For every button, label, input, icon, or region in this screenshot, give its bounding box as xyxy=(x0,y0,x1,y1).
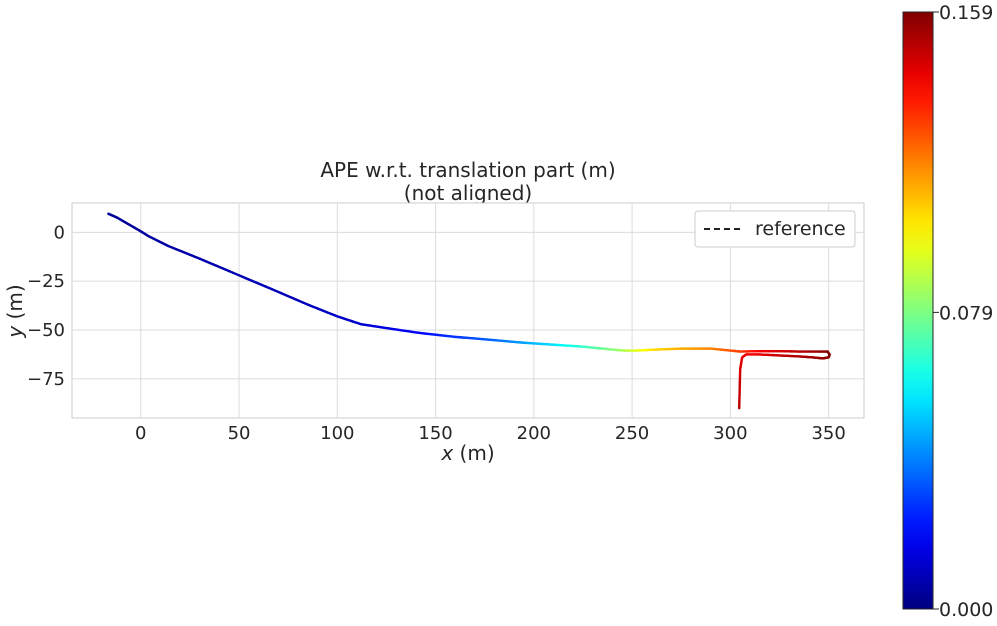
trajectory-series xyxy=(107,212,831,410)
x-tick-label: 350 xyxy=(811,423,845,444)
y-axis-label-unit: (m) xyxy=(3,284,27,325)
colorbar: 0.000 0.079 0.159 xyxy=(902,2,993,621)
x-tick-label: 250 xyxy=(615,423,649,444)
chart-title: APE w.r.t. translation part (m) (not ali… xyxy=(320,158,615,205)
legend-box xyxy=(694,210,856,248)
x-axis-label: x (m) xyxy=(440,441,494,465)
y-axis-ticks: 0 −25 −50 −75 xyxy=(27,222,65,390)
chart-title-line1: APE w.r.t. translation part (m) xyxy=(320,158,615,182)
y-axis-label: y (m) xyxy=(3,284,27,338)
x-tick-label: 50 xyxy=(228,423,251,444)
x-axis-ticks: 0 50 100 150 200 250 300 350 xyxy=(135,423,846,444)
legend-label-reference: reference xyxy=(755,218,846,240)
y-tick-label: −75 xyxy=(27,369,65,390)
colorbar-ticks: 0.000 0.079 0.159 xyxy=(933,2,993,621)
x-tick-label: 0 xyxy=(135,423,146,444)
y-axis-label-var: y xyxy=(3,325,27,339)
x-tick-label: 150 xyxy=(418,423,452,444)
x-tick-label: 200 xyxy=(517,423,551,444)
chart-title-line2: (not aligned) xyxy=(404,181,532,205)
y-tick-label: 0 xyxy=(54,222,65,243)
colorbar-tick-label: 0.000 xyxy=(939,599,993,621)
colorbar-gradient xyxy=(903,12,933,609)
x-tick-label: 300 xyxy=(713,423,747,444)
colorbar-tick-label: 0.079 xyxy=(939,302,993,324)
x-axis-label-var: x xyxy=(440,441,453,465)
colorbar-tick-label: 0.159 xyxy=(939,2,993,24)
x-tick-label: 100 xyxy=(320,423,354,444)
y-tick-label: −25 xyxy=(27,271,65,292)
x-axis-label-unit: (m) xyxy=(453,441,494,465)
legend: reference xyxy=(694,210,856,248)
y-tick-label: −50 xyxy=(27,320,65,341)
colorbar-frame xyxy=(902,11,934,610)
